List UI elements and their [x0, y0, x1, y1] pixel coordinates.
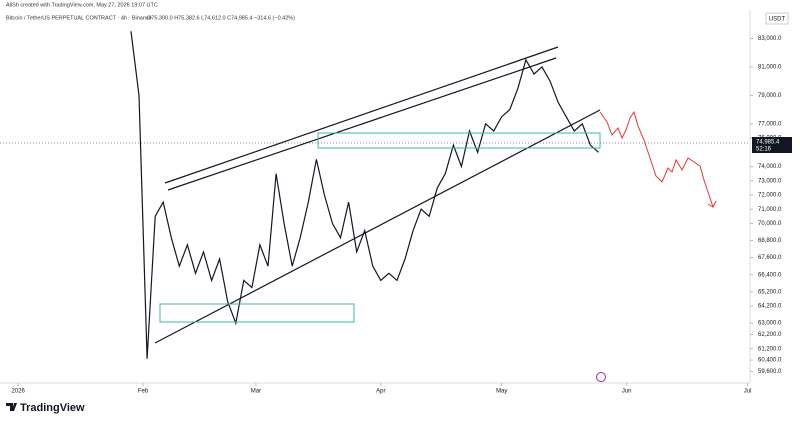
trend-line [164, 46, 559, 184]
y-tick-label: 61,200.0 [758, 346, 782, 352]
x-tick-label: Feb [138, 389, 149, 395]
logo-mark [6, 403, 17, 411]
y-tick-label: 81,000.0 [758, 65, 782, 71]
credit: AliSh created with TradingView.com, May … [6, 2, 158, 8]
trend-line [167, 57, 557, 191]
zone-box [159, 303, 355, 323]
x-tick-label: Jul [744, 389, 752, 395]
price-tag-price: 74,985.4 [756, 140, 780, 146]
y-tick-label: 67,600.0 [758, 255, 782, 261]
x-tick-label: Mar [251, 389, 261, 395]
y-tick-label: 71,000.0 [758, 207, 782, 213]
y-tick-label: 66,400.0 [758, 272, 782, 278]
x-tick-label: May [496, 389, 507, 395]
price-line [130, 31, 599, 359]
x-tick-label: Apr [376, 389, 385, 395]
y-tick-label: 77,000.0 [758, 121, 782, 127]
y-tick-label: 60,400.0 [758, 358, 782, 364]
y-tick-label: 70,000.0 [758, 221, 782, 227]
y-tick-label: 63,000.0 [758, 321, 782, 327]
y-tick-label: 74,000.0 [758, 164, 782, 170]
currency[interactable]: USDT [769, 17, 786, 23]
y-tick-label: 73,000.0 [758, 178, 782, 184]
y-tick-label: 79,000.0 [758, 93, 782, 99]
ohlc: O75,300.0 H75,382.6 L74,612.0 C74,985.4 … [147, 15, 295, 21]
event-icon[interactable] [596, 372, 606, 382]
currency-box[interactable] [765, 12, 789, 25]
zone-box [317, 132, 601, 149]
y-tick-label: 68,800.0 [758, 238, 782, 244]
trend-line [154, 109, 601, 344]
y-tick-label: 72,000.0 [758, 193, 782, 199]
brand-logo[interactable]: TradingView [6, 402, 85, 414]
symbol: Bitcoin / TetherUS PERPETUAL CONTRACT · … [6, 15, 152, 21]
y-tick-label: 62,200.0 [758, 332, 782, 338]
y-tick-label: 65,200.0 [758, 289, 782, 295]
y-tick-label: 59,600.0 [758, 369, 782, 375]
y-tick-label: 64,200.0 [758, 304, 782, 310]
price-tag-countdown: 52:16 [756, 147, 772, 153]
price-tag [752, 137, 792, 153]
x-tick-label: Jun [622, 389, 632, 395]
projection [599, 110, 717, 209]
x-tick-label: 2026 [11, 389, 25, 395]
brand[interactable]: TradingView [20, 402, 85, 414]
y-tick-label: 83,000.0 [758, 36, 782, 42]
